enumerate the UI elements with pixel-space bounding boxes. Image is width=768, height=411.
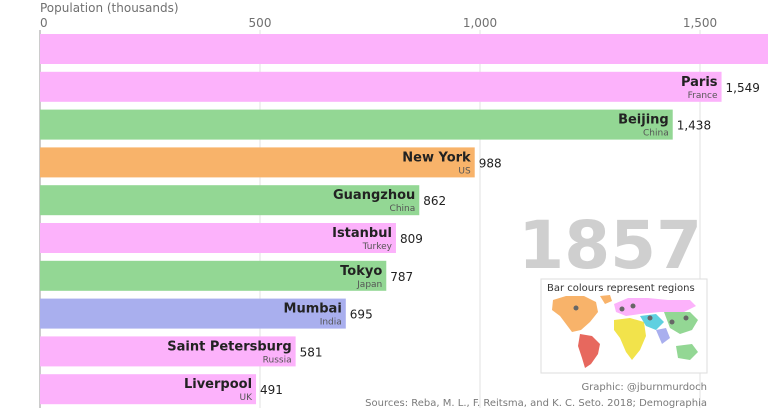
bar-city-label: Istanbul bbox=[332, 226, 392, 241]
bar-value-label: 988 bbox=[479, 156, 502, 170]
city-dot bbox=[619, 306, 625, 312]
bar-country-label: India bbox=[320, 318, 342, 328]
city-dot bbox=[630, 303, 636, 309]
bar bbox=[40, 71, 722, 102]
bar-city-label: Beijing bbox=[618, 113, 669, 128]
bar-country-label: France bbox=[688, 91, 718, 101]
bar-value-label: 1,549 bbox=[726, 81, 760, 95]
bar-city-label: Guangzhou bbox=[333, 188, 415, 203]
bar bbox=[40, 223, 396, 253]
city-dot bbox=[669, 319, 675, 325]
year-label: 1857 bbox=[518, 207, 702, 284]
bar-city-label: Saint Petersburg bbox=[167, 339, 291, 354]
world-map-icon bbox=[552, 295, 698, 368]
graphic-credit: Graphic: @jburnmurdoch bbox=[581, 382, 707, 393]
map-region-oceania bbox=[676, 344, 698, 360]
bar bbox=[40, 34, 768, 64]
x-tick-label: 0 bbox=[40, 16, 48, 30]
bar bbox=[40, 260, 387, 291]
city-dot bbox=[683, 315, 689, 321]
bar-country-label: China bbox=[643, 129, 669, 139]
map-region-middle-east bbox=[640, 314, 664, 330]
map-region-north-america bbox=[552, 296, 598, 332]
bar-country-label: Japan bbox=[356, 280, 382, 290]
x-tick-label: 500 bbox=[249, 16, 272, 30]
region-legend: Bar colours represent regions bbox=[540, 278, 708, 374]
map-region-south-asia bbox=[656, 328, 670, 344]
bar-country-label: UK bbox=[240, 393, 254, 403]
bar-city-label: Liverpool bbox=[184, 377, 252, 392]
bar-city-label: Mumbai bbox=[284, 302, 342, 317]
city-dot bbox=[647, 315, 653, 321]
map-region-europe bbox=[614, 298, 696, 316]
x-tick-label: 1,000 bbox=[463, 16, 497, 30]
legend-caption: Bar colours represent regions bbox=[547, 283, 695, 294]
bar-value-label: 862 bbox=[423, 194, 446, 208]
bar-value-label: 787 bbox=[390, 270, 413, 284]
bar bbox=[40, 298, 346, 329]
bar-value-label: 695 bbox=[350, 308, 373, 322]
map-region-asia bbox=[664, 312, 698, 334]
x-axis-title: Population (thousands) bbox=[40, 1, 179, 15]
bar-group: LondonUK2,818 bbox=[40, 34, 768, 64]
bar-city-label: Tokyo bbox=[340, 264, 382, 279]
bar bbox=[40, 374, 257, 405]
bar bbox=[40, 336, 296, 367]
bar-value-label: 809 bbox=[400, 232, 423, 246]
bar-value-label: 1,438 bbox=[677, 119, 711, 133]
bar-city-label: Paris bbox=[681, 75, 718, 90]
bar-country-label: Russia bbox=[263, 355, 292, 365]
map-region-greenland bbox=[600, 295, 612, 304]
bar-country-label: China bbox=[390, 204, 416, 214]
bar-city-label: New York bbox=[402, 150, 471, 165]
bars: LondonUK2,818ParisFrance1,549BeijingChin… bbox=[40, 34, 768, 405]
bar-country-label: Turkey bbox=[362, 242, 393, 252]
map-region-africa bbox=[614, 318, 646, 360]
bar bbox=[40, 185, 420, 216]
city-dot bbox=[573, 305, 579, 311]
x-tick-label: 1,500 bbox=[683, 16, 717, 30]
bar-country-label: US bbox=[458, 166, 471, 176]
sources-credit: Sources: Reba, M. L., F. Reitsma, and K.… bbox=[365, 398, 707, 409]
bar bbox=[40, 109, 673, 140]
bar-value-label: 581 bbox=[300, 345, 323, 359]
bar-value-label: 491 bbox=[260, 383, 283, 397]
map-region-south-america bbox=[578, 334, 600, 368]
bar bbox=[40, 147, 475, 178]
